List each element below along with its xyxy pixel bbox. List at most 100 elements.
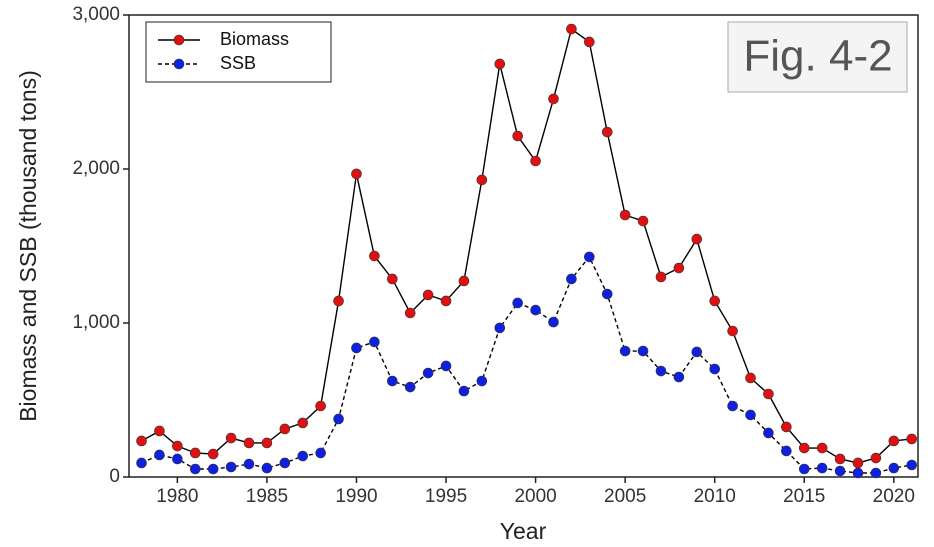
plot-frame — [128, 14, 919, 478]
x-tick-label: 2010 — [694, 486, 736, 507]
point — [852, 467, 864, 479]
point — [243, 458, 255, 470]
point — [154, 425, 165, 437]
point — [333, 413, 344, 425]
point — [225, 432, 237, 444]
point — [189, 463, 201, 475]
point — [745, 372, 756, 384]
y-tick-label: 3,000 — [72, 4, 120, 25]
point — [440, 360, 452, 372]
point — [655, 365, 667, 377]
point — [798, 463, 810, 475]
point — [530, 155, 541, 167]
annotation: Fig. 4-2 — [743, 32, 892, 81]
x-tick-label: 2020 — [873, 486, 915, 507]
point — [386, 375, 398, 387]
point — [548, 316, 559, 328]
x-tick-label: 2000 — [514, 486, 556, 507]
point — [154, 449, 165, 461]
series-line — [141, 27, 912, 464]
legend-label: SSB — [220, 53, 256, 73]
legend-label: Biomass — [220, 29, 289, 49]
point — [673, 371, 685, 383]
point — [870, 452, 882, 464]
point — [852, 457, 864, 469]
point — [906, 433, 918, 445]
point — [888, 435, 900, 447]
point — [494, 322, 506, 334]
point — [655, 271, 667, 283]
point — [709, 295, 721, 307]
point — [261, 437, 273, 449]
point — [369, 336, 380, 348]
y-tick-label: 2,000 — [72, 158, 120, 179]
point — [458, 385, 470, 397]
point — [673, 262, 685, 274]
point — [781, 445, 792, 457]
point — [816, 442, 828, 454]
point — [816, 462, 828, 474]
point — [691, 346, 703, 358]
point — [422, 289, 434, 301]
point — [136, 457, 147, 469]
point — [297, 450, 309, 462]
point — [709, 363, 721, 375]
x-tick-label: 2005 — [604, 486, 646, 507]
series-line — [141, 255, 912, 474]
point — [530, 304, 541, 316]
point — [637, 215, 649, 227]
y-axis-title: Biomass and SSB (thousand tons) — [15, 70, 41, 422]
x-tick-label: 2015 — [783, 486, 825, 507]
point — [763, 427, 774, 439]
point — [834, 453, 846, 465]
point — [261, 462, 273, 474]
point — [870, 467, 882, 479]
x-tick-label: 1990 — [335, 486, 377, 507]
point — [333, 295, 344, 307]
x-tick-label: 1985 — [246, 486, 288, 507]
point — [386, 273, 398, 285]
point — [279, 457, 291, 469]
point — [781, 421, 792, 433]
y-tick-label: 1,000 — [72, 312, 120, 333]
annotation-box — [727, 21, 908, 93]
point — [404, 381, 416, 393]
point — [458, 275, 470, 287]
point — [243, 437, 255, 449]
point — [584, 36, 595, 48]
point — [369, 250, 380, 262]
point — [422, 367, 434, 379]
point — [906, 459, 918, 471]
point — [601, 126, 613, 138]
point — [136, 435, 147, 447]
point — [763, 388, 774, 400]
legend-marker — [173, 34, 185, 46]
x-axis-title: Year — [500, 518, 547, 544]
x-tick-label: 1980 — [156, 486, 198, 507]
point — [566, 23, 577, 35]
point — [172, 440, 183, 452]
point — [888, 462, 900, 474]
point — [351, 168, 362, 180]
point — [798, 442, 810, 454]
point — [727, 400, 738, 412]
point — [691, 233, 703, 245]
point — [584, 251, 595, 263]
point — [225, 461, 237, 473]
point — [566, 273, 577, 285]
point — [834, 465, 846, 477]
point — [351, 342, 362, 354]
point — [297, 417, 309, 429]
point — [315, 400, 326, 412]
point — [207, 463, 219, 475]
point — [404, 307, 416, 319]
point — [512, 297, 523, 309]
legend-marker — [173, 58, 185, 70]
point — [440, 295, 452, 307]
x-tick-label: 1995 — [425, 486, 467, 507]
point — [172, 453, 183, 465]
point — [637, 345, 649, 357]
point — [207, 448, 219, 460]
point — [476, 375, 488, 387]
point — [727, 325, 738, 337]
